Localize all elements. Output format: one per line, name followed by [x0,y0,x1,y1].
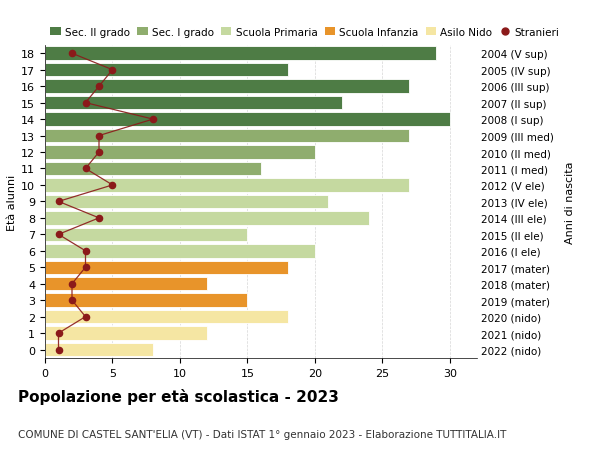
Bar [45,327,207,340]
Point [94,215,104,222]
Bar [45,294,247,307]
Bar [45,146,315,159]
Bar [45,310,288,324]
Y-axis label: Età alunni: Età alunni [7,174,17,230]
Bar [45,80,409,94]
Bar [45,343,153,357]
Text: COMUNE DI CASTEL SANT'ELIA (VT) - Dati ISTAT 1° gennaio 2023 - Elaborazione TUTT: COMUNE DI CASTEL SANT'ELIA (VT) - Dati I… [18,429,506,439]
Bar [45,245,315,258]
Bar [45,261,288,274]
Point [54,231,64,239]
Point [67,297,77,304]
Point [94,149,104,157]
Point [80,264,91,271]
Point [94,83,104,90]
Point [108,182,118,189]
Bar [45,277,207,291]
Point [67,50,77,58]
Bar [45,47,436,61]
Point [80,313,91,321]
Text: Popolazione per età scolastica - 2023: Popolazione per età scolastica - 2023 [18,388,339,404]
Bar [45,179,409,192]
Legend: Sec. II grado, Sec. I grado, Scuola Primaria, Scuola Infanzia, Asilo Nido, Stran: Sec. II grado, Sec. I grado, Scuola Prim… [50,28,559,38]
Bar [45,129,409,143]
Point [67,280,77,288]
Point [80,247,91,255]
Point [54,346,64,353]
Bar [45,113,450,127]
Bar [45,97,342,110]
Point [148,116,158,123]
Bar [45,162,261,176]
Bar [45,195,329,209]
Bar [45,228,247,241]
Point [54,198,64,206]
Point [80,165,91,173]
Point [54,330,64,337]
Point [94,133,104,140]
Bar [45,64,288,77]
Y-axis label: Anni di nascita: Anni di nascita [565,161,575,243]
Point [108,67,118,74]
Point [80,100,91,107]
Bar [45,212,369,225]
